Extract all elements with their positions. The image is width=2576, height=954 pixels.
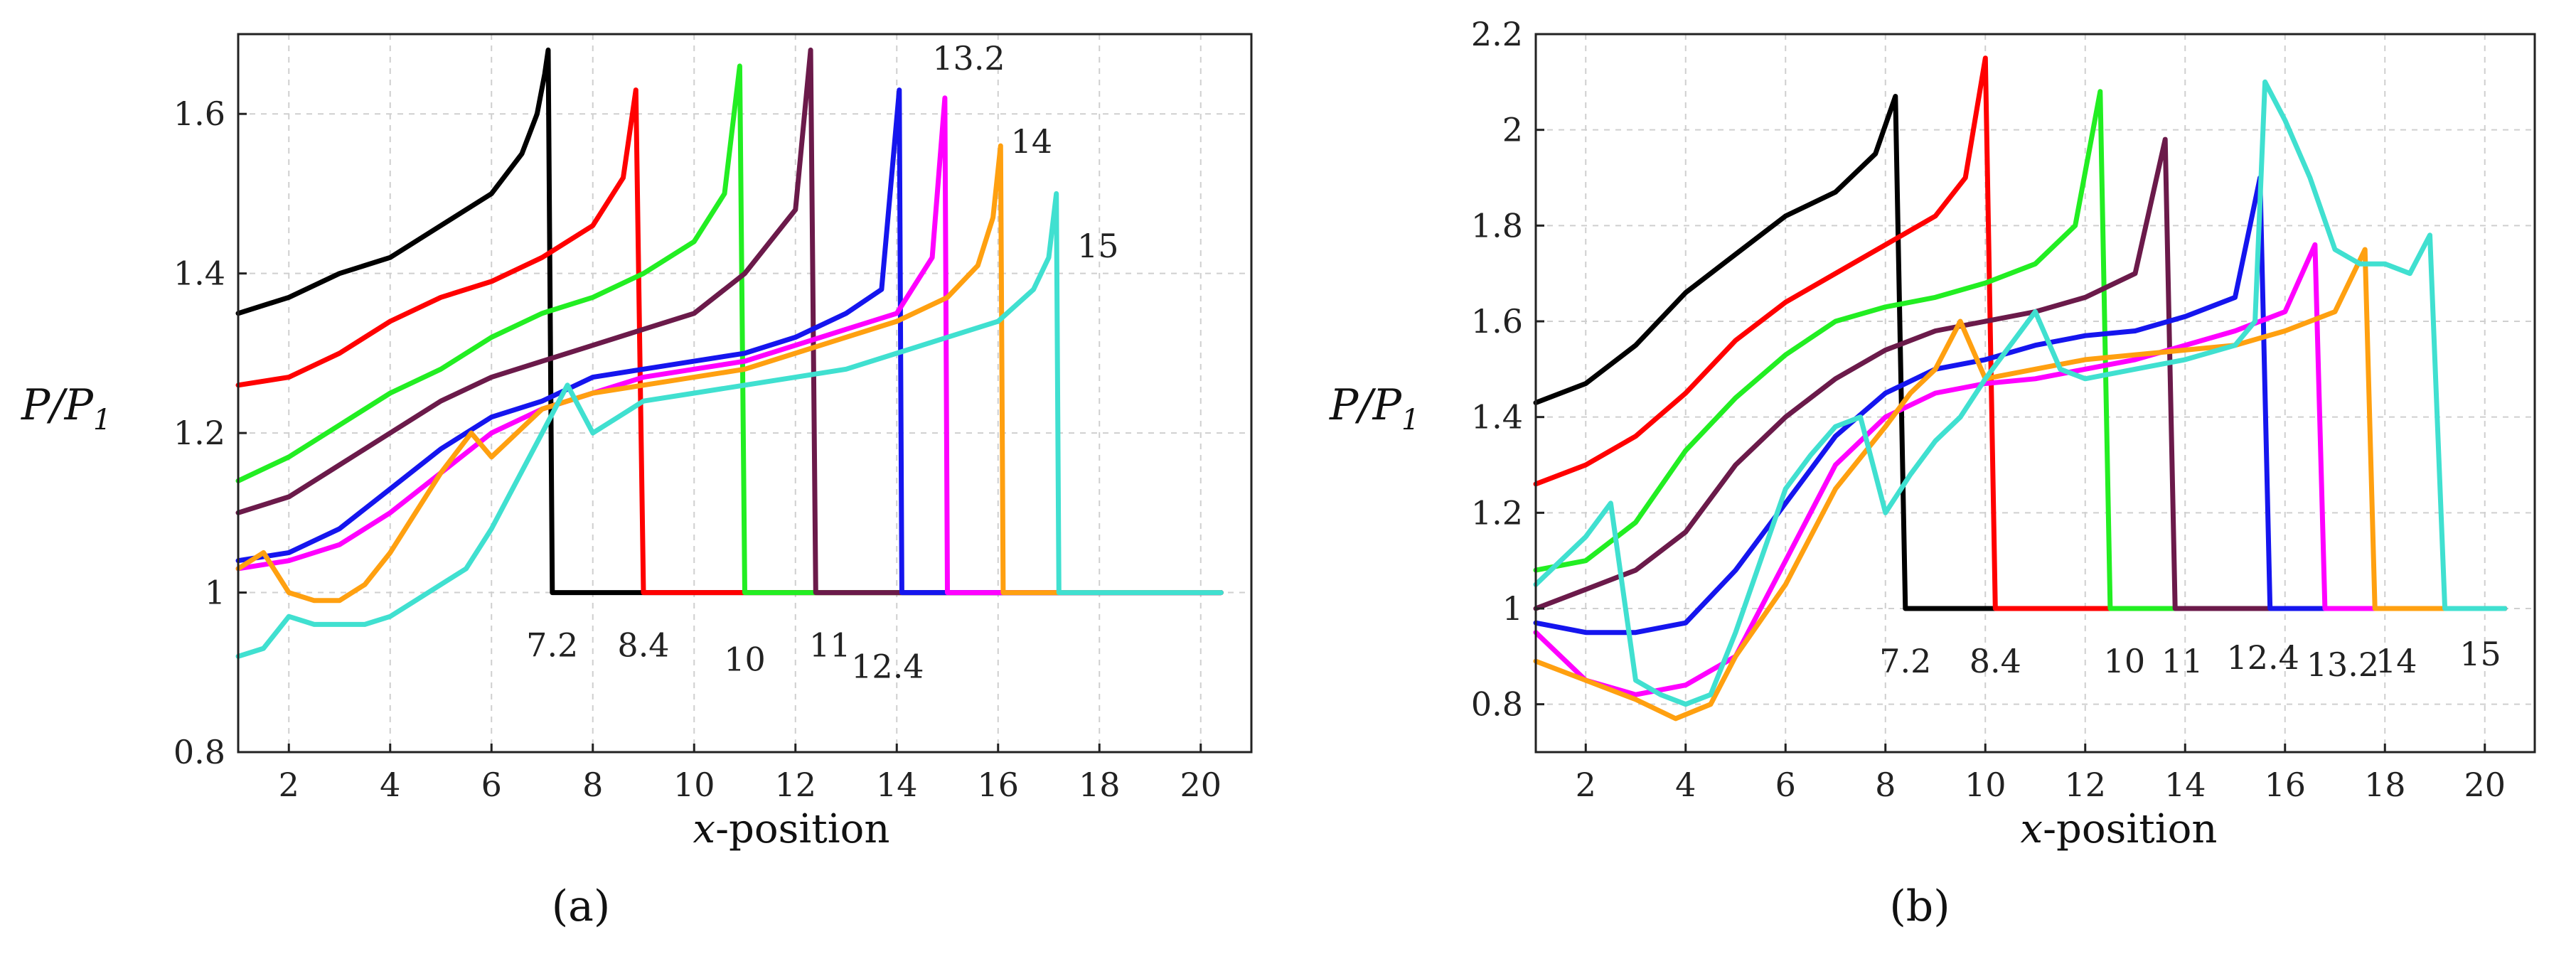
x-tick-label: 2	[279, 766, 299, 804]
x-tick-label: 20	[2464, 766, 2506, 804]
panel-b-plot-frame	[1534, 33, 2536, 754]
series-line-11	[1533, 136, 2508, 611]
y-tick-label: 0.8	[173, 733, 225, 771]
series-line-13-2	[1533, 242, 2508, 697]
series-line-7-2	[235, 47, 1224, 596]
x-tick-label: 18	[2364, 766, 2406, 804]
series-annotation-14: 14	[1011, 122, 1053, 161]
x-tick-label: 14	[2164, 766, 2206, 804]
series-line-15	[1533, 79, 2508, 707]
x-tick-label: 6	[1775, 766, 1796, 804]
series-annotation-11: 11	[809, 626, 851, 665]
y-tick-label: 1.2	[173, 414, 225, 452]
x-tick-label: 8	[582, 766, 603, 804]
panel-b-ylabel: P/P1	[1329, 380, 1419, 436]
series-annotation-10: 10	[724, 641, 766, 679]
x-tick-label: 14	[876, 766, 918, 804]
x-tick-label: 20	[1180, 766, 1222, 804]
panel-a-ylabel: P/P1	[21, 380, 111, 436]
series-line-13-2	[235, 95, 1224, 596]
series-annotation-14: 14	[2375, 642, 2417, 680]
series-annotation-12-4: 12.4	[851, 648, 924, 686]
series-annotation-12-4: 12.4	[2226, 638, 2299, 677]
y-tick-label: 2.2	[1471, 15, 1523, 53]
y-tick-label: 1.6	[173, 95, 225, 133]
series-annotation-15: 15	[1077, 227, 1119, 265]
x-tick-label: 4	[1675, 766, 1696, 804]
series-line-8-4	[1533, 55, 2508, 611]
x-tick-label: 6	[481, 766, 502, 804]
y-tick-label: 1.4	[1471, 398, 1523, 436]
panel-b-caption: (b)	[1889, 881, 1950, 931]
series-annotation-8-4: 8.4	[617, 626, 669, 665]
series-annotation-15: 15	[2459, 635, 2501, 673]
series-line-11	[235, 47, 1224, 596]
series-annotation-10: 10	[2104, 642, 2146, 680]
y-tick-label: 1.2	[1471, 493, 1523, 532]
series-line-10	[1533, 89, 2508, 611]
series-line-14	[235, 143, 1224, 604]
series-line-12-4	[1533, 175, 2508, 636]
series-annotation-8-4: 8.4	[1970, 642, 2021, 680]
series-annotation-7-2: 7.2	[526, 626, 578, 665]
y-tick-label: 1.4	[173, 254, 225, 293]
series-line-14	[1533, 247, 2508, 722]
x-tick-label: 8	[1875, 766, 1896, 804]
series-annotation-7-2: 7.2	[1879, 642, 1931, 680]
x-tick-label: 18	[1079, 766, 1121, 804]
y-tick-label: 0.8	[1471, 685, 1523, 724]
y-tick-label: 1.6	[1471, 302, 1523, 341]
series-line-15	[235, 191, 1224, 659]
x-tick-label: 12	[774, 766, 816, 804]
x-tick-label: 12	[2064, 766, 2106, 804]
series-line-7-2	[1533, 94, 2508, 611]
y-tick-label: 1	[205, 574, 225, 612]
y-tick-label: 2	[1502, 111, 1523, 149]
x-tick-label: 10	[673, 766, 715, 804]
x-tick-label: 2	[1576, 766, 1596, 804]
panel-a-caption: (a)	[552, 881, 611, 931]
panel-a-plot-frame	[237, 33, 1253, 754]
series-annotation-13-2: 13.2	[932, 39, 1005, 77]
y-tick-label: 1	[1502, 589, 1523, 628]
panel-a-xlabel: x-position	[693, 806, 890, 852]
panel-b-xlabel: x-position	[2021, 806, 2218, 852]
series-annotation-11: 11	[2161, 642, 2203, 680]
x-tick-label: 16	[977, 766, 1019, 804]
x-tick-label: 16	[2264, 766, 2306, 804]
x-tick-label: 10	[1965, 766, 2006, 804]
panel-b-chart: P/P1 x-position (b) 2 4 6 8 10 12 14 16 18 200.81…	[1329, 15, 2536, 931]
series-line-12-4	[235, 87, 1224, 596]
series-line-10	[235, 63, 1224, 596]
series-annotation-13-2: 13.2	[2307, 645, 2379, 684]
series-line-8-4	[235, 87, 1224, 596]
panel-a-chart: P/P1 x-position (a) 2 4 6 8 10 12 14 16 18 20 0.8 1…	[21, 33, 1253, 931]
y-tick-label: 1.8	[1471, 206, 1523, 245]
x-tick-label: 4	[380, 766, 400, 804]
